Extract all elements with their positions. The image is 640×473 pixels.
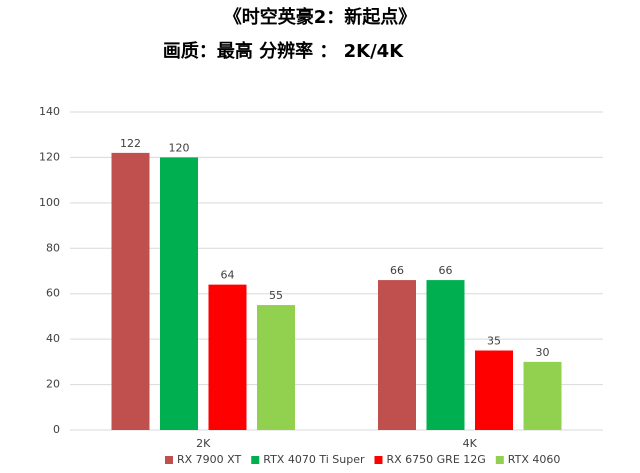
x-tick-label: 4K: [463, 437, 478, 450]
y-tick-label: 20: [46, 378, 60, 391]
y-tick-label: 0: [53, 423, 60, 436]
legend-label: RTX 4060: [508, 453, 561, 466]
bar: [378, 280, 416, 430]
chart-subtitle: 画质：最高 分辨率 ： 2K/4K: [163, 40, 404, 62]
value-label: 66: [439, 264, 453, 277]
y-tick-label: 40: [46, 332, 60, 345]
y-tick-label: 140: [39, 105, 60, 118]
value-label: 30: [536, 346, 550, 359]
legend-label: RTX 4070 Ti Super: [263, 453, 365, 466]
bar: [257, 305, 295, 430]
bar: [111, 152, 150, 430]
legend-swatch: [165, 456, 173, 464]
bar: [426, 280, 465, 430]
value-label: 64: [221, 269, 235, 282]
value-label: 35: [487, 335, 501, 348]
legend-swatch: [374, 456, 383, 464]
bar: [523, 361, 562, 430]
x-tick-label: 2K: [196, 437, 211, 450]
value-label: 122: [120, 137, 141, 150]
legend-swatch: [251, 456, 260, 464]
y-tick-label: 100: [39, 196, 60, 209]
value-label: 66: [390, 264, 404, 277]
value-label: 120: [169, 141, 190, 154]
y-tick-label: 120: [39, 150, 60, 163]
y-tick-label: 60: [46, 287, 60, 300]
legend-swatch: [495, 456, 504, 464]
y-tick-label: 80: [46, 241, 60, 254]
bar: [208, 284, 247, 430]
value-label: 55: [269, 289, 283, 302]
legend-label: RX 7900 XT: [177, 453, 242, 466]
bar: [160, 157, 198, 430]
legend-label: RX 6750 GRE 12G: [386, 453, 485, 466]
chart-title: 《时空英豪2：新起点》: [224, 6, 417, 28]
bar: [475, 350, 513, 430]
